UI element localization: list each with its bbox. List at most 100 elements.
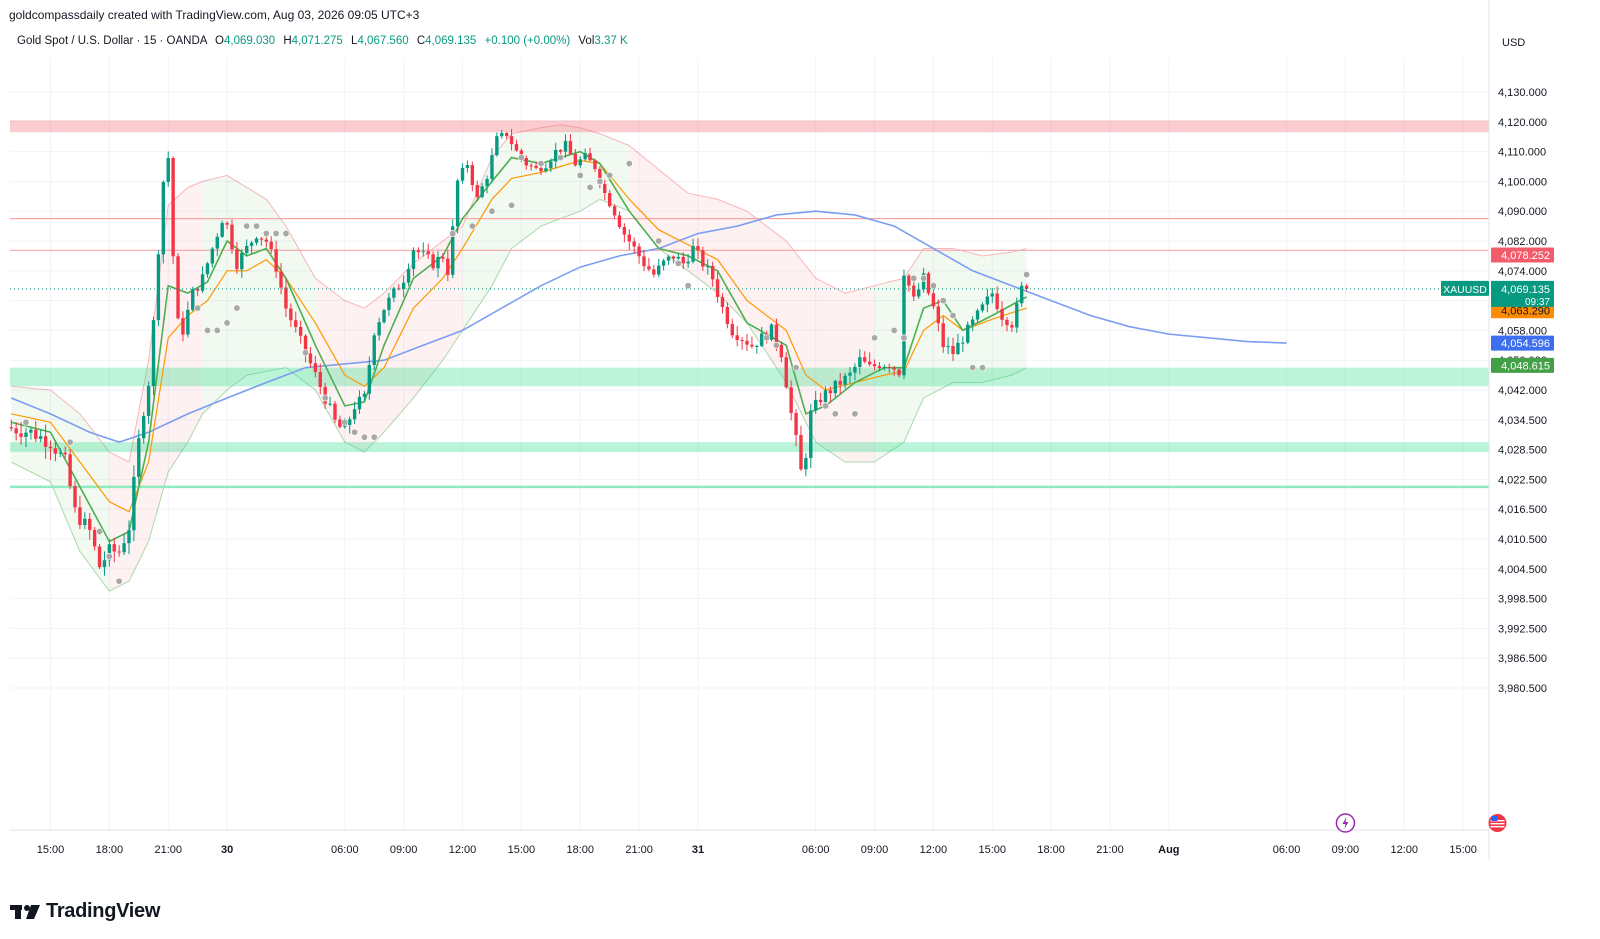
price-tick-label: 4,120.000	[1498, 117, 1547, 129]
candle-body	[549, 161, 553, 169]
sar-dot	[233, 304, 241, 312]
candle-body	[642, 256, 646, 267]
candle-body	[872, 364, 877, 367]
candle-body	[480, 186, 484, 197]
resistance-zone-0	[10, 120, 1489, 133]
candle-body	[259, 238, 264, 240]
candle-body	[804, 457, 808, 470]
candle-body	[637, 246, 641, 257]
candle-body	[676, 256, 681, 259]
tradingview-wordmark: TradingView	[46, 900, 161, 922]
candle-body	[352, 409, 357, 420]
sar-dot	[243, 222, 251, 230]
candle-body	[966, 324, 970, 343]
candle-body	[573, 153, 578, 166]
candle-body	[387, 297, 391, 311]
candle-body	[156, 254, 161, 321]
time-tick-label: 12:00	[1391, 844, 1419, 856]
sar-dot	[920, 274, 928, 282]
candle-body	[907, 275, 911, 286]
sar-dot	[606, 171, 614, 179]
tradingview-logo[interactable]: TradingView	[10, 900, 160, 923]
sar-dot	[978, 364, 986, 372]
candle-body	[818, 399, 823, 403]
time-tick-label: 15:00	[978, 844, 1006, 856]
tradingview-logo-icon	[10, 904, 40, 919]
candle-body	[48, 446, 53, 449]
candle-body	[485, 178, 489, 187]
currency-label: USD	[1502, 37, 1525, 49]
symbol-legend[interactable]: Gold Spot / U.S. Dollar · 15 · OANDA O4,…	[17, 35, 628, 47]
time-tick-label: 09:00	[861, 844, 889, 856]
candle-body	[799, 435, 803, 470]
band-lower-2	[202, 367, 316, 415]
volume-value: 3.37 K	[594, 35, 628, 47]
price-tick-label: 3,998.500	[1498, 594, 1547, 606]
candle-body	[249, 242, 254, 246]
band-fill-4	[462, 124, 630, 331]
candle-body	[607, 193, 612, 207]
sar-dot	[282, 230, 290, 238]
low-label: L	[351, 35, 358, 47]
time-tick-label: 12:00	[920, 844, 948, 856]
candle-body	[53, 448, 58, 454]
sar-dot	[22, 418, 30, 426]
candle-body	[132, 476, 136, 531]
candle-body	[529, 165, 533, 167]
candle-body	[975, 310, 980, 320]
sar-dots	[22, 154, 1031, 585]
sar-dot	[655, 237, 663, 245]
candle-body	[372, 335, 376, 365]
candle-body	[833, 380, 837, 394]
candle-body	[524, 157, 528, 166]
candle-body	[1019, 285, 1024, 304]
open-value: 4,069.030	[223, 35, 276, 47]
time-tick-label: Aug	[1158, 844, 1179, 856]
candle-body	[176, 256, 180, 319]
candle-body	[127, 530, 131, 544]
candle-body	[406, 268, 411, 283]
candle-body	[264, 239, 269, 242]
sar-dot	[890, 326, 898, 334]
candle-body	[137, 438, 141, 477]
candle-body	[426, 251, 430, 255]
sar-dot	[1023, 271, 1031, 279]
us-flag-stripe	[1490, 823, 1505, 825]
time-tick-label: 06:00	[1273, 844, 1301, 856]
candle-body	[995, 293, 999, 310]
current-price-badge: 4,069.135	[1501, 284, 1550, 296]
sar-dot	[625, 160, 633, 168]
candle-body	[941, 323, 945, 348]
sar-dot	[900, 334, 908, 342]
current-price-badge-bg	[1491, 280, 1554, 307]
candle-body	[411, 250, 416, 269]
time-tick-label: 09:00	[390, 844, 418, 856]
candle-body	[465, 165, 470, 169]
sar-dot	[341, 418, 349, 426]
candle-body	[760, 333, 764, 346]
band-upper-2	[202, 174, 316, 279]
candle-body	[58, 452, 63, 454]
candle-body	[289, 308, 293, 321]
symbol-line: Gold Spot / U.S. Dollar · 15 · OANDA	[17, 35, 207, 47]
candle-body	[725, 306, 730, 325]
candle-body	[902, 275, 906, 376]
ema-fast-line	[11, 150, 1027, 543]
candle-body	[652, 269, 656, 275]
candle-body	[534, 165, 538, 168]
candle-body	[887, 366, 891, 368]
sar-dot	[253, 222, 261, 230]
candle-body	[1005, 319, 1009, 326]
candle-body	[877, 366, 882, 369]
r-level-badge-bg	[1491, 247, 1554, 263]
candle-body	[191, 289, 195, 310]
candle-body	[122, 543, 126, 553]
candle-body	[343, 424, 347, 427]
candle-body	[809, 410, 813, 458]
sar-dot	[517, 154, 525, 162]
candle-body	[539, 167, 543, 172]
candle-body	[632, 241, 636, 247]
price-tick-label: 3,980.500	[1498, 683, 1547, 695]
candle-body	[691, 246, 695, 262]
